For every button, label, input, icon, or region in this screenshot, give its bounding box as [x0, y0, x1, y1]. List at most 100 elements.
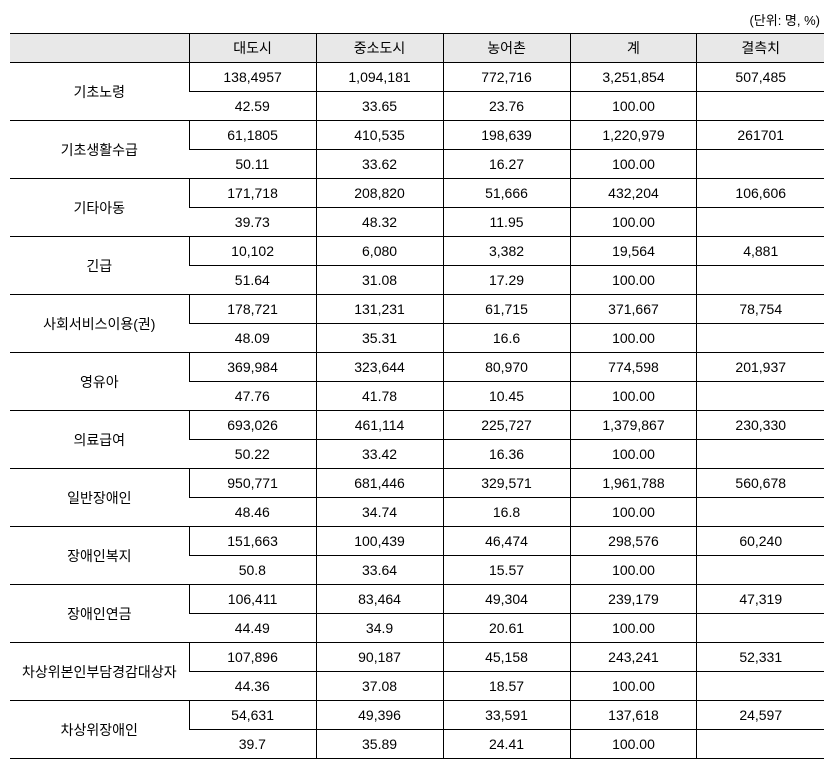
cell-count: 369,984 [189, 353, 316, 382]
cell-count: 51,666 [443, 179, 570, 208]
header-row: 대도시 중소도시 농어촌 계 결측치 [10, 34, 824, 63]
cell-pct: 100.00 [570, 440, 697, 469]
cell-pct: 50.11 [189, 150, 316, 179]
table-row: 장애인복지151,663100,43946,474298,57660,240 [10, 527, 824, 556]
table-row: 사회서비스이용(권)178,721131,23161,715371,66778,… [10, 295, 824, 324]
cell-count: 33,591 [443, 701, 570, 730]
cell-count: 950,771 [189, 469, 316, 498]
cell-count: 106,606 [697, 179, 824, 208]
table-row: 장애인연금106,41183,46449,304239,17947,319 [10, 585, 824, 614]
cell-count: 461,114 [316, 411, 443, 440]
header-col2: 중소도시 [316, 34, 443, 63]
cell-count: 410,535 [316, 121, 443, 150]
cell-pct [697, 92, 824, 121]
cell-count: 4,881 [697, 237, 824, 266]
cell-count: 80,970 [443, 353, 570, 382]
cell-pct: 16.8 [443, 498, 570, 527]
cell-pct: 37.08 [316, 672, 443, 701]
cell-count: 560,678 [697, 469, 824, 498]
cell-pct: 33.42 [316, 440, 443, 469]
data-table: 대도시 중소도시 농어촌 계 결측치 기초노령138,49571,094,181… [10, 33, 824, 759]
cell-count: 171,718 [189, 179, 316, 208]
cell-pct: 20.61 [443, 614, 570, 643]
cell-count: 46,474 [443, 527, 570, 556]
cell-pct: 44.36 [189, 672, 316, 701]
cell-pct [697, 150, 824, 179]
cell-count: 208,820 [316, 179, 443, 208]
cell-count: 3,251,854 [570, 63, 697, 92]
cell-count: 106,411 [189, 585, 316, 614]
cell-count: 49,304 [443, 585, 570, 614]
cell-pct: 16.36 [443, 440, 570, 469]
cell-count: 19,564 [570, 237, 697, 266]
table-row: 일반장애인950,771681,446329,5711,961,788560,6… [10, 469, 824, 498]
cell-pct [697, 266, 824, 295]
cell-pct: 34.9 [316, 614, 443, 643]
row-label: 의료급여 [10, 411, 189, 469]
cell-pct: 24.41 [443, 730, 570, 759]
cell-count: 54,631 [189, 701, 316, 730]
cell-count: 772,716 [443, 63, 570, 92]
cell-count: 138,4957 [189, 63, 316, 92]
cell-pct: 10.45 [443, 382, 570, 411]
table-row: 의료급여693,026461,114225,7271,379,867230,33… [10, 411, 824, 440]
table-row: 기초생활수급61,1805410,535198,6391,220,9792617… [10, 121, 824, 150]
cell-pct: 100.00 [570, 382, 697, 411]
cell-count: 230,330 [697, 411, 824, 440]
cell-count: 83,464 [316, 585, 443, 614]
row-label: 기초생활수급 [10, 121, 189, 179]
cell-count: 178,721 [189, 295, 316, 324]
cell-pct: 44.49 [189, 614, 316, 643]
cell-count: 774,598 [570, 353, 697, 382]
cell-pct: 51.64 [189, 266, 316, 295]
cell-pct: 100.00 [570, 730, 697, 759]
cell-count: 432,204 [570, 179, 697, 208]
cell-count: 107,896 [189, 643, 316, 672]
cell-pct: 35.89 [316, 730, 443, 759]
cell-count: 1,961,788 [570, 469, 697, 498]
cell-pct: 100.00 [570, 614, 697, 643]
table-row: 차상위장애인54,63149,39633,591137,61824,597 [10, 701, 824, 730]
table-row: 긴급10,1026,0803,38219,5644,881 [10, 237, 824, 266]
header-col4: 계 [570, 34, 697, 63]
table-row: 기초노령138,49571,094,181772,7163,251,854507… [10, 63, 824, 92]
cell-count: 100,439 [316, 527, 443, 556]
cell-count: 10,102 [189, 237, 316, 266]
table-row: 차상위본인부담경감대상자107,89690,18745,158243,24152… [10, 643, 824, 672]
cell-count: 1,094,181 [316, 63, 443, 92]
cell-pct [697, 498, 824, 527]
cell-count: 131,231 [316, 295, 443, 324]
cell-pct: 31.08 [316, 266, 443, 295]
cell-pct: 15.57 [443, 556, 570, 585]
cell-count: 243,241 [570, 643, 697, 672]
cell-count: 323,644 [316, 353, 443, 382]
cell-count: 151,663 [189, 527, 316, 556]
row-label: 일반장애인 [10, 469, 189, 527]
cell-count: 60,240 [697, 527, 824, 556]
cell-pct: 17.29 [443, 266, 570, 295]
cell-count: 225,727 [443, 411, 570, 440]
cell-pct: 11.95 [443, 208, 570, 237]
cell-count: 1,220,979 [570, 121, 697, 150]
cell-count: 78,754 [697, 295, 824, 324]
cell-count: 90,187 [316, 643, 443, 672]
cell-count: 198,639 [443, 121, 570, 150]
cell-count: 6,080 [316, 237, 443, 266]
cell-pct [697, 556, 824, 585]
cell-pct: 100.00 [570, 498, 697, 527]
row-label: 기초노령 [10, 63, 189, 121]
cell-pct: 42.59 [189, 92, 316, 121]
cell-count: 681,446 [316, 469, 443, 498]
cell-count: 1,379,867 [570, 411, 697, 440]
header-blank [10, 34, 189, 63]
cell-count: 61,715 [443, 295, 570, 324]
table-row: 영유아369,984323,64480,970774,598201,937 [10, 353, 824, 382]
cell-pct [697, 382, 824, 411]
cell-count: 239,179 [570, 585, 697, 614]
cell-count: 261701 [697, 121, 824, 150]
cell-pct: 48.46 [189, 498, 316, 527]
cell-pct: 34.74 [316, 498, 443, 527]
cell-pct: 41.78 [316, 382, 443, 411]
cell-pct [697, 440, 824, 469]
row-label: 긴급 [10, 237, 189, 295]
